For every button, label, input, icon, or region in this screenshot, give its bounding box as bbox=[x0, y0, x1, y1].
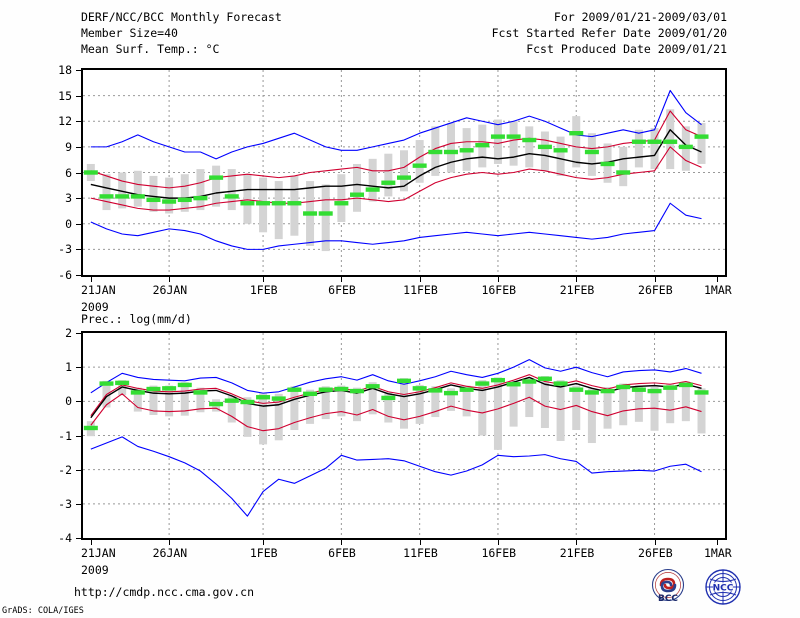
y-tick-label: 9 bbox=[65, 139, 72, 154]
x-tick-label: 21JAN bbox=[81, 546, 116, 560]
x-tick-mark bbox=[654, 540, 656, 545]
forecast-started-label: Fcst Started Refer Date 2009/01/20 bbox=[491, 26, 727, 40]
y-tick-label: 0 bbox=[65, 216, 72, 231]
y-tick-label: -2 bbox=[58, 462, 72, 477]
x-tick-label: 26FEB bbox=[638, 283, 673, 297]
page-title: DERF/NCC/BCC Monthly Forecast bbox=[81, 10, 282, 24]
y-tick-label: 2 bbox=[65, 326, 72, 340]
y-tick-mark bbox=[76, 249, 81, 251]
y-tick-mark bbox=[76, 367, 81, 369]
y-tick-mark bbox=[76, 146, 81, 148]
x-tick-mark bbox=[341, 540, 343, 545]
x-tick-label: 1FEB bbox=[249, 283, 278, 297]
x-tick-mark bbox=[263, 540, 265, 545]
y-tick-mark bbox=[76, 70, 81, 71]
y-tick-mark bbox=[76, 172, 81, 174]
x-tick-label: 11FEB bbox=[403, 283, 438, 297]
x-tick-mark bbox=[497, 277, 499, 282]
y-tick-mark bbox=[76, 275, 81, 276]
y-tick-mark bbox=[76, 469, 81, 471]
y-tick-label: 0 bbox=[65, 394, 72, 409]
x-tick-label: 16FEB bbox=[481, 546, 517, 560]
x-tick-mark bbox=[419, 277, 421, 282]
grads-credit: GrADS: COLA/IGES bbox=[2, 606, 84, 616]
x-tick-label: 1FEB bbox=[249, 546, 278, 560]
x-tick-mark bbox=[263, 277, 265, 282]
x-tick-mark bbox=[90, 540, 92, 545]
x-tick-label: 21JAN bbox=[81, 283, 116, 297]
y-tick-label: -6 bbox=[58, 268, 72, 282]
x-tick-mark bbox=[717, 540, 719, 545]
temperature-chart bbox=[81, 68, 727, 277]
x-tick-label: 1MAR bbox=[703, 546, 732, 560]
x-tick-label: 1MAR bbox=[703, 283, 732, 297]
x-tick-label: 6FEB bbox=[328, 546, 356, 560]
x-tick-mark bbox=[90, 277, 92, 282]
x-tick-label: 11FEB bbox=[403, 546, 438, 560]
y-tick-label: 15 bbox=[58, 88, 72, 103]
y-tick-label: -4 bbox=[58, 531, 72, 545]
temperature-panel-label: Mean Surf. Temp.: °C bbox=[81, 42, 220, 56]
svg-text:BCC: BCC bbox=[658, 594, 678, 604]
x-tick-mark bbox=[169, 277, 171, 282]
x-tick-label: 21FEB bbox=[559, 283, 595, 297]
temperature-year-label: 2009 bbox=[81, 300, 109, 314]
y-tick-mark bbox=[76, 333, 81, 334]
x-tick-label: 16FEB bbox=[481, 283, 517, 297]
ncc-logo-icon: NCC bbox=[705, 569, 741, 605]
x-tick-mark bbox=[654, 277, 656, 282]
x-tick-mark bbox=[576, 277, 578, 282]
x-tick-label: 26JAN bbox=[152, 283, 188, 297]
y-tick-label: -1 bbox=[58, 428, 72, 443]
y-tick-mark bbox=[76, 223, 81, 225]
y-tick-mark bbox=[76, 198, 81, 200]
member-size-label: Member Size=40 bbox=[81, 26, 178, 40]
y-tick-mark bbox=[76, 538, 81, 539]
x-tick-label: 26FEB bbox=[638, 546, 673, 560]
precipitation-chart bbox=[81, 331, 727, 540]
x-tick-mark bbox=[576, 540, 578, 545]
y-tick-mark bbox=[76, 503, 81, 505]
source-url[interactable]: http://cmdp.ncc.cma.gov.cn bbox=[74, 585, 255, 599]
x-tick-mark bbox=[497, 540, 499, 545]
y-tick-mark bbox=[76, 121, 81, 123]
x-tick-mark bbox=[717, 277, 719, 282]
svg-text:NCC: NCC bbox=[713, 583, 734, 593]
precipitation-panel-label: Prec.: log(mm/d) bbox=[81, 312, 192, 326]
x-tick-label: 26JAN bbox=[152, 546, 188, 560]
x-tick-label: 21FEB bbox=[559, 546, 595, 560]
precipitation-year-label: 2009 bbox=[81, 563, 109, 577]
y-tick-label: -3 bbox=[58, 496, 72, 511]
x-tick-mark bbox=[341, 277, 343, 282]
x-tick-mark bbox=[169, 540, 171, 545]
y-tick-label: 3 bbox=[65, 191, 72, 206]
y-tick-label: 18 bbox=[58, 63, 72, 77]
bcc-logo-icon: BCC bbox=[651, 568, 685, 604]
x-tick-label: 6FEB bbox=[328, 283, 356, 297]
y-tick-label: 12 bbox=[58, 114, 72, 129]
forecast-produced-label: Fcst Produced Date 2009/01/21 bbox=[526, 42, 727, 56]
y-tick-mark bbox=[76, 401, 81, 403]
x-tick-mark bbox=[419, 540, 421, 545]
y-tick-label: 6 bbox=[65, 165, 72, 180]
y-tick-mark bbox=[76, 95, 81, 97]
agency-logos: BCC NCC bbox=[645, 568, 750, 608]
y-tick-mark bbox=[76, 435, 81, 437]
y-tick-label: -3 bbox=[58, 242, 72, 257]
forecast-period-label: For 2009/01/21-2009/03/01 bbox=[553, 10, 727, 24]
y-tick-label: 1 bbox=[65, 360, 72, 375]
